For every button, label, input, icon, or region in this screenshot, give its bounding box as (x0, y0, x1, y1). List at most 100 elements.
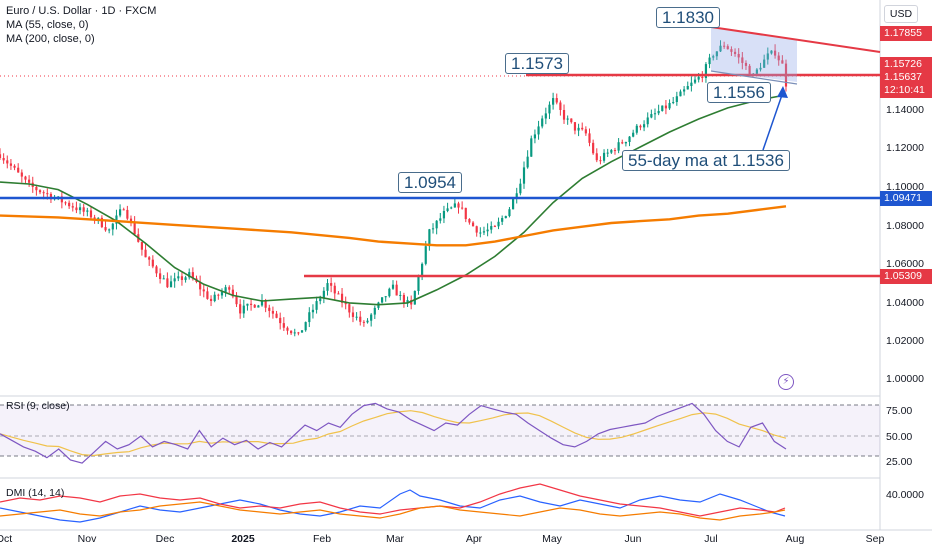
candle-body (697, 76, 700, 80)
candle-body (737, 53, 740, 58)
rsi-legend: RSI (9, close) (6, 400, 70, 412)
price-tag-1-0531: 1.05309 (880, 269, 932, 284)
candle-body (322, 290, 325, 299)
candle-body (530, 138, 533, 157)
candle-body (701, 76, 704, 78)
rsi-ma-line (0, 410, 787, 457)
candle-body (748, 65, 751, 75)
ma200-legend: MA (200, close, 0) (6, 33, 95, 45)
candle-body (508, 209, 511, 217)
candle-body (13, 165, 16, 168)
candle-body (526, 156, 529, 168)
candle-body (78, 207, 82, 211)
candle-body (704, 64, 708, 78)
candle-body (577, 127, 580, 131)
moving-averages (0, 94, 787, 306)
candle-body (552, 98, 555, 105)
dmi-tick-40: 40.0000 (886, 489, 924, 501)
candle-body (602, 152, 606, 161)
y-tick-label: 1.10000 (886, 181, 924, 193)
callout-arrow-line (762, 91, 784, 151)
candle-body (686, 86, 689, 90)
candle-body (533, 134, 537, 139)
candle-body (431, 228, 435, 230)
candle-body (2, 157, 5, 161)
candle-body (646, 117, 649, 125)
candle-body (282, 323, 285, 328)
candle-body (155, 266, 158, 274)
candle-body (268, 307, 271, 311)
callout-55-day-ma: 55-day ma at 1.1536 (622, 150, 790, 171)
callout-1-1830: 1.1830 (656, 7, 720, 28)
rsi-pane (0, 402, 880, 464)
candle-body (42, 192, 45, 194)
candles (0, 40, 788, 337)
candle-body (71, 206, 74, 208)
candle-body (206, 291, 209, 299)
candle-body (108, 229, 111, 231)
candle-body (781, 60, 784, 64)
candle-body (475, 226, 478, 233)
candle-body (46, 193, 49, 195)
candle-body (723, 45, 726, 47)
candle-body (64, 202, 67, 204)
candle-body (35, 186, 38, 191)
y-tick-label: 1.06000 (886, 258, 924, 270)
callout-1-1573: 1.1573 (505, 53, 569, 74)
candle-body (548, 104, 551, 114)
candle-body (129, 218, 133, 222)
candle-body (522, 167, 526, 184)
candle-body (511, 197, 515, 210)
x-tick-label: Aug (785, 533, 805, 545)
candle-body (9, 163, 13, 166)
candle-body (584, 129, 587, 134)
candle-body (650, 114, 653, 118)
currency-button[interactable]: USD (884, 5, 918, 23)
candle-body (28, 179, 31, 183)
ma200-line (0, 205, 787, 247)
candle-body (286, 327, 289, 331)
candle-body (224, 287, 227, 292)
x-tick-label: Apr (465, 533, 483, 545)
candle-body (355, 316, 358, 318)
candle-body (708, 57, 711, 65)
candle-body (6, 160, 9, 164)
candle-body (253, 304, 256, 308)
candle-body (639, 125, 642, 128)
candle-body (712, 56, 715, 58)
candle-body (366, 320, 369, 323)
candle-body (610, 150, 613, 153)
candle-body (89, 210, 93, 218)
candle-body (679, 91, 682, 97)
candle-body (184, 277, 187, 280)
x-tick-label: 2025 (231, 533, 255, 545)
candle-body (140, 241, 144, 250)
candle-body (60, 196, 63, 203)
price-tag-current: 1.15726 (880, 57, 932, 72)
candle-body (595, 153, 598, 161)
candle-body (661, 105, 664, 111)
candle-body (351, 312, 355, 317)
candle-body (97, 217, 100, 219)
x-tick-label: Jul (704, 533, 718, 545)
candle-body (486, 229, 489, 232)
y-tick-label: 1.04000 (886, 297, 924, 309)
candle-body (541, 118, 544, 127)
candle-body (220, 291, 224, 296)
candle-body (304, 322, 307, 331)
candle-body (169, 281, 173, 288)
callout-1-0954: 1.0954 (398, 172, 462, 193)
adx-line (0, 501, 786, 521)
x-tick-label: Feb (312, 533, 332, 545)
candle-body (566, 118, 569, 120)
candle-body (653, 113, 657, 115)
flash-icon[interactable]: ⚡ (778, 374, 794, 390)
y-tick-label: 1.02000 (886, 335, 924, 347)
drawings (0, 26, 881, 278)
candle-body (642, 124, 646, 128)
candle-body (362, 321, 365, 323)
candle-body (162, 278, 165, 280)
x-tick-label: Oct (0, 533, 13, 545)
candle-body (570, 118, 573, 123)
